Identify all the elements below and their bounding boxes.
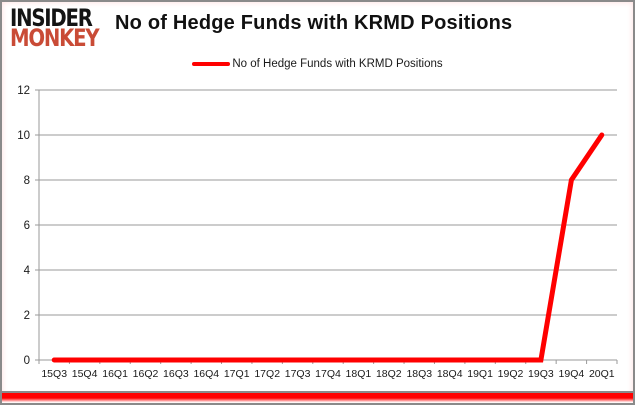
- bottom-red-bar: [2, 389, 633, 403]
- svg-text:18Q3: 18Q3: [406, 368, 432, 380]
- legend-label: No of Hedge Funds with KRMD Positions: [232, 58, 443, 70]
- chart-legend: No of Hedge Funds with KRMD Positions: [2, 58, 633, 70]
- svg-text:16Q3: 16Q3: [163, 368, 189, 380]
- svg-text:17Q4: 17Q4: [315, 368, 341, 380]
- svg-text:19Q1: 19Q1: [467, 368, 493, 380]
- svg-text:12: 12: [17, 85, 30, 97]
- svg-text:6: 6: [24, 220, 30, 232]
- svg-text:16Q4: 16Q4: [193, 368, 219, 380]
- chart-title: No of Hedge Funds with KRMD Positions: [115, 12, 513, 34]
- svg-text:15Q3: 15Q3: [41, 368, 67, 380]
- gridlines: [35, 89, 618, 364]
- svg-text:19Q4: 19Q4: [559, 368, 585, 380]
- legend-line-swatch: [192, 62, 231, 66]
- svg-text:18Q1: 18Q1: [346, 368, 372, 380]
- svg-text:20Q1: 20Q1: [589, 368, 615, 380]
- svg-text:16Q1: 16Q1: [102, 368, 128, 380]
- svg-text:8: 8: [24, 175, 30, 187]
- svg-text:19Q2: 19Q2: [498, 368, 524, 380]
- svg-text:17Q1: 17Q1: [224, 368, 250, 380]
- svg-text:10: 10: [17, 130, 30, 142]
- insider-monkey-logo: INSIDER MONKEY: [10, 4, 100, 52]
- series-line: [51, 132, 605, 363]
- logo-line-monkey: MONKEY: [10, 24, 100, 52]
- svg-text:4: 4: [24, 265, 31, 277]
- x-axis-labels: 15Q3 15Q4 16Q1 16Q2 16Q3 16Q4 17Q1 17Q2 17Q3 17Q4…: [41, 368, 614, 380]
- y-axis-labels: 0 2 4 6 8 10 12: [17, 85, 30, 367]
- svg-text:15Q4: 15Q4: [72, 368, 98, 380]
- svg-text:16Q2: 16Q2: [133, 368, 159, 380]
- svg-text:19Q3: 19Q3: [528, 368, 554, 380]
- svg-text:0: 0: [24, 355, 30, 367]
- svg-text:2: 2: [24, 310, 30, 322]
- svg-text:18Q2: 18Q2: [376, 368, 402, 380]
- svg-text:17Q3: 17Q3: [285, 368, 311, 380]
- svg-text:18Q4: 18Q4: [437, 368, 463, 380]
- logo-line-insider: INSIDER: [10, 4, 93, 32]
- svg-text:17Q2: 17Q2: [254, 368, 280, 380]
